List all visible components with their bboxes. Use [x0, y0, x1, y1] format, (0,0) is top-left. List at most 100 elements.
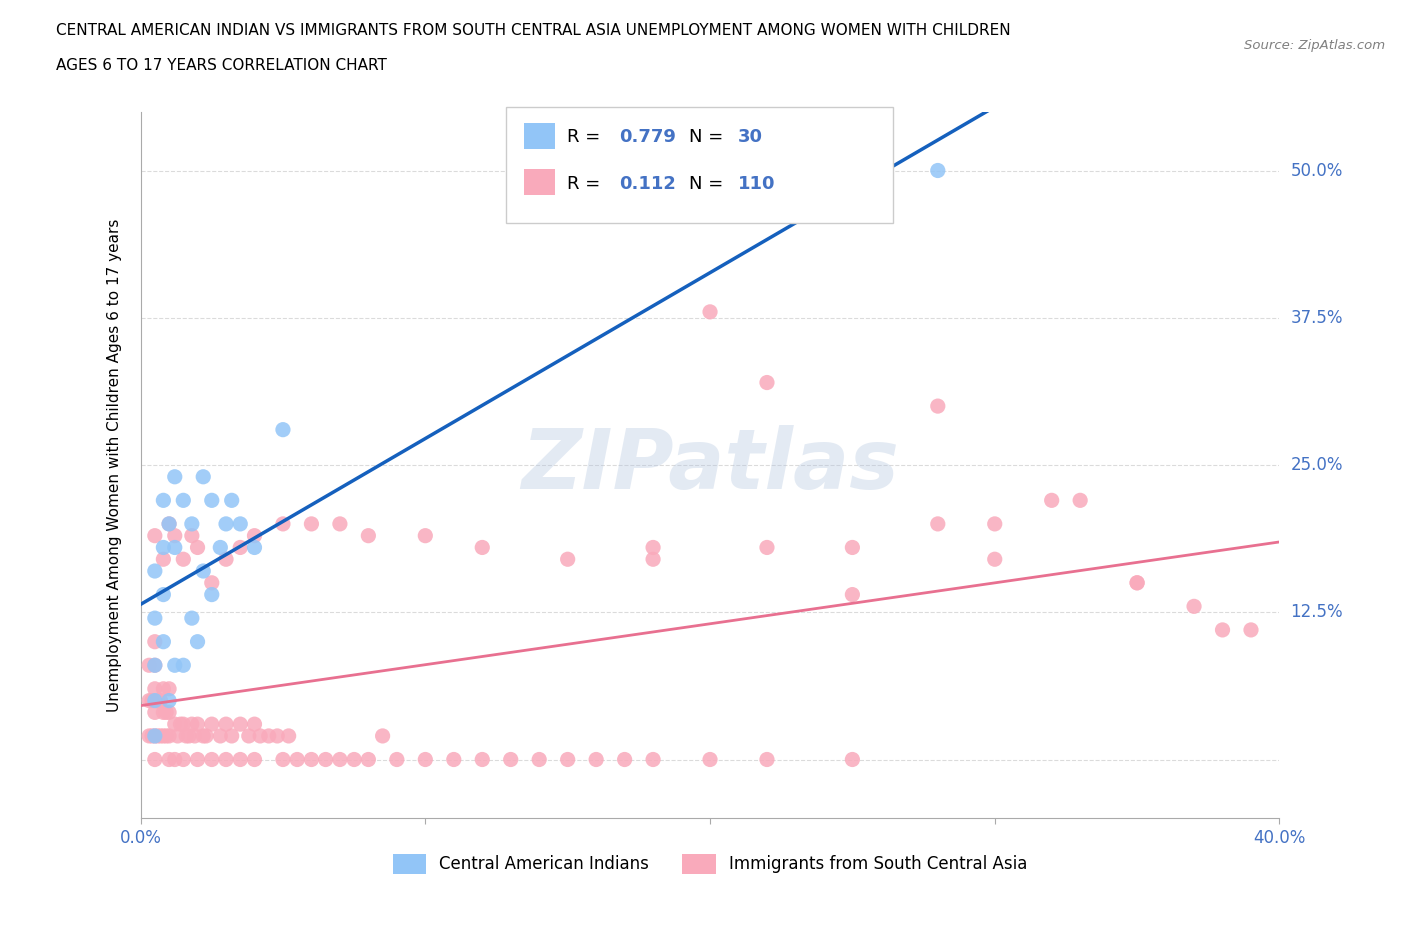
Point [984, 516, 1007, 531]
Point [180, 717, 202, 732]
Point [1182, 599, 1205, 614]
Point [163, 752, 186, 767]
Point [172, 493, 194, 508]
Point [243, 752, 266, 767]
Point [238, 728, 260, 743]
Point [499, 752, 522, 767]
Text: 0.112: 0.112 [619, 175, 675, 193]
Point [1126, 576, 1149, 591]
Point [613, 752, 636, 767]
Point [1069, 493, 1091, 508]
Point [585, 752, 607, 767]
Point [927, 516, 949, 531]
Point [172, 551, 194, 566]
Point [201, 587, 224, 602]
Point [557, 551, 579, 566]
Point [157, 516, 180, 531]
Point [271, 516, 294, 531]
Text: R =: R = [567, 175, 606, 193]
Point [174, 728, 197, 743]
Point [186, 634, 209, 649]
Point [172, 658, 194, 672]
Point [699, 304, 721, 319]
Text: Source: ZipAtlas.com: Source: ZipAtlas.com [1244, 39, 1385, 52]
Point [172, 752, 194, 767]
Point [152, 682, 174, 697]
Point [146, 693, 169, 708]
Point [557, 752, 579, 767]
Point [301, 516, 323, 531]
Point [249, 728, 271, 743]
Text: 0.779: 0.779 [619, 128, 675, 146]
Point [143, 658, 166, 672]
Point [221, 728, 243, 743]
Point [166, 728, 188, 743]
Point [215, 752, 238, 767]
Point [841, 752, 863, 767]
Point [301, 752, 323, 767]
Point [243, 540, 266, 555]
Text: ZIPatlas: ZIPatlas [522, 424, 898, 506]
Point [149, 693, 172, 708]
Point [163, 470, 186, 485]
Point [157, 728, 180, 743]
Point [1040, 493, 1063, 508]
Point [193, 728, 215, 743]
Point [209, 540, 232, 555]
Point [195, 728, 218, 743]
Point [357, 752, 380, 767]
Point [183, 728, 205, 743]
Point [329, 752, 352, 767]
Point [143, 705, 166, 720]
Point [193, 564, 215, 578]
Point [229, 540, 252, 555]
Point [756, 540, 779, 555]
Text: 50.0%: 50.0% [1291, 162, 1343, 179]
Point [927, 399, 949, 414]
Point [143, 728, 166, 743]
Point [243, 717, 266, 732]
Point [157, 705, 180, 720]
Text: 25.0%: 25.0% [1291, 456, 1343, 474]
Point [155, 705, 177, 720]
Point [315, 752, 337, 767]
Point [1212, 622, 1234, 637]
Text: N =: N = [689, 175, 728, 193]
Point [643, 540, 665, 555]
Point [471, 540, 494, 555]
Point [143, 728, 166, 743]
Point [257, 728, 280, 743]
Point [149, 728, 172, 743]
Point [229, 516, 252, 531]
Point [163, 528, 186, 543]
Point [163, 658, 186, 672]
Point [193, 470, 215, 485]
Text: R =: R = [567, 128, 606, 146]
Point [138, 728, 160, 743]
Point [143, 693, 166, 708]
Point [186, 752, 209, 767]
Point [357, 528, 380, 543]
Point [443, 752, 465, 767]
Point [841, 540, 863, 555]
Point [157, 693, 180, 708]
Text: 37.5%: 37.5% [1291, 309, 1343, 326]
Point [152, 728, 174, 743]
Point [329, 516, 352, 531]
Point [984, 551, 1007, 566]
Y-axis label: Unemployment Among Women with Children Ages 6 to 17 years: Unemployment Among Women with Children A… [107, 219, 122, 711]
Point [152, 634, 174, 649]
Text: AGES 6 TO 17 YEARS CORRELATION CHART: AGES 6 TO 17 YEARS CORRELATION CHART [56, 58, 387, 73]
Point [152, 705, 174, 720]
Text: CENTRAL AMERICAN INDIAN VS IMMIGRANTS FROM SOUTH CENTRAL ASIA UNEMPLOYMENT AMONG: CENTRAL AMERICAN INDIAN VS IMMIGRANTS FR… [56, 23, 1011, 38]
Point [177, 728, 200, 743]
Point [152, 493, 174, 508]
Point [215, 516, 238, 531]
Text: 110: 110 [738, 175, 776, 193]
Point [277, 728, 299, 743]
Point [152, 587, 174, 602]
Point [415, 528, 437, 543]
Point [1126, 576, 1149, 591]
Point [180, 516, 202, 531]
Point [699, 752, 721, 767]
